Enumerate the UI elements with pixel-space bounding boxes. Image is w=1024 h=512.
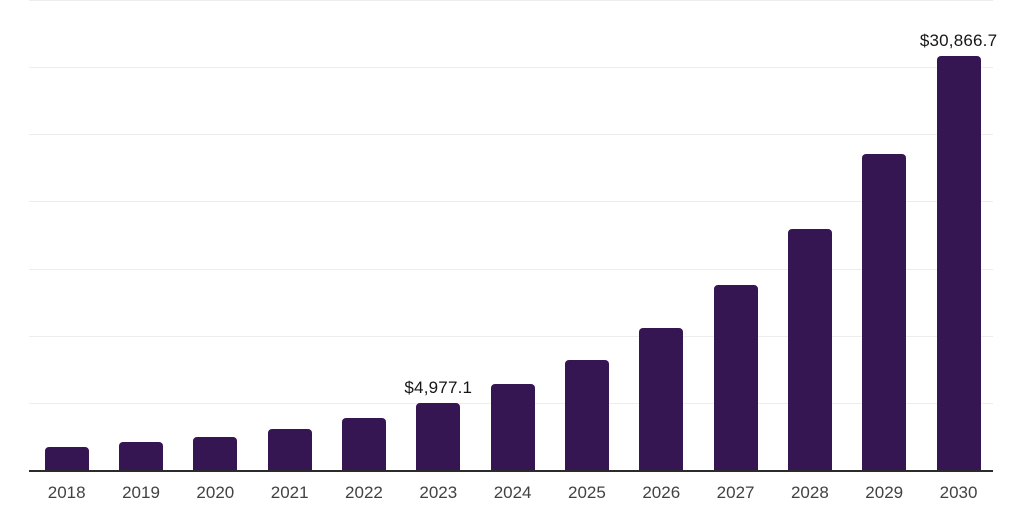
bar-2021 [267, 429, 312, 470]
x-tick-label-2021: 2021 [270, 483, 309, 502]
bar-2025 [564, 359, 609, 470]
bar-2026 [639, 328, 684, 470]
gridline-25000 [29, 134, 993, 136]
x-tick-label-2025: 2025 [568, 483, 606, 502]
gridline-10000 [29, 335, 993, 337]
x-tick-label-2020: 2020 [196, 483, 235, 502]
x-tick-label-2018: 2018 [47, 483, 86, 502]
gridline-15000 [29, 268, 993, 270]
x-tick-label-2023: 2023 [419, 483, 458, 502]
x-tick-label-2030: 2030 [939, 483, 978, 502]
x-tick-label-2022: 2022 [345, 483, 383, 502]
gridline-30000 [29, 67, 993, 69]
bar-2018 [44, 446, 89, 470]
bar-2020 [193, 436, 238, 470]
bar-2024 [490, 384, 535, 470]
bar-2028 [787, 228, 832, 470]
bar-2023: $4,977.1 [404, 378, 472, 470]
gridline-35000 [29, 0, 993, 1]
x-tick-label-2026: 2026 [642, 483, 681, 502]
plot-area: $4,977.1 $30,866.7 [29, 0, 997, 472]
x-tick-label-2029: 2029 [865, 483, 904, 502]
data-label-2023: $4,977.1 [404, 378, 473, 398]
bar-2027 [713, 284, 758, 470]
bar-2030: $30,866.7 [920, 31, 997, 470]
bar-2022 [341, 417, 386, 470]
bar-2029 [862, 154, 907, 470]
x-tick-label-2024: 2024 [493, 483, 532, 502]
x-tick-label-2028: 2028 [790, 483, 829, 502]
gridline-20000 [29, 201, 993, 203]
bar-2019 [119, 441, 164, 470]
x-tick-label-2019: 2019 [122, 483, 160, 502]
x-tick-label-2027: 2027 [716, 483, 755, 502]
data-label-2030: $30,866.7 [919, 30, 998, 50]
